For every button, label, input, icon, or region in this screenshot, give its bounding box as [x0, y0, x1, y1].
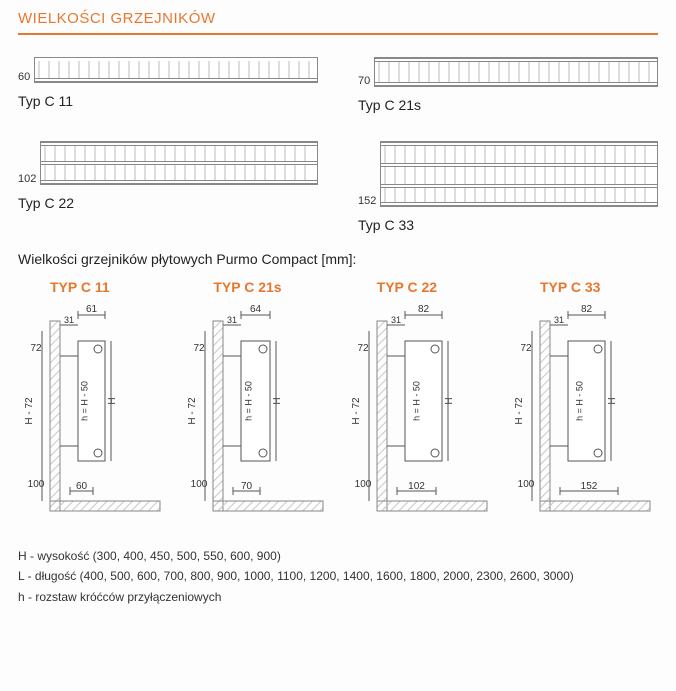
type-label: Typ C 33	[358, 217, 658, 233]
depth-label: 70	[358, 75, 370, 87]
svg-text:h = H - 50: h = H - 50	[80, 381, 90, 421]
legend-h-upper: H - wysokość (300, 400, 450, 500, 550, 6…	[18, 546, 658, 566]
schematic: TYP C 21s 64 3	[181, 279, 331, 536]
legend-h-lower: h - rozstaw króćców przyłączeniowych	[18, 587, 658, 607]
svg-text:H - 72: H - 72	[24, 397, 35, 425]
schematic: TYP C 33 82 31	[508, 279, 658, 536]
type-label: Typ C 22	[18, 195, 318, 211]
schematic-svg: 61 31 72 H - 72 100 h = H - 50 H 60	[18, 301, 168, 531]
svg-text:H - 72: H - 72	[514, 397, 525, 425]
schematic: TYP C 11 61 31	[18, 279, 168, 536]
schematic-title: TYP C 11	[50, 279, 168, 295]
svg-text:72: 72	[30, 343, 42, 354]
schematic: TYP C 22 82 31	[345, 279, 495, 536]
svg-text:70: 70	[241, 481, 253, 492]
legend: H - wysokość (300, 400, 450, 500, 550, 6…	[18, 546, 658, 607]
svg-text:31: 31	[227, 315, 237, 325]
svg-text:61: 61	[86, 304, 98, 315]
svg-text:H: H	[107, 397, 118, 404]
svg-text:h = H - 50: h = H - 50	[411, 381, 421, 421]
cross-section-row-2: 102 Typ C 22 152 Typ C 33	[18, 141, 658, 233]
svg-text:64: 64	[250, 304, 262, 315]
cross-section-c21s: 70 Typ C 21s	[358, 57, 658, 113]
depth-label: 60	[18, 71, 30, 83]
svg-text:60: 60	[76, 481, 88, 492]
svg-text:102: 102	[408, 481, 425, 492]
svg-text:82: 82	[418, 304, 430, 315]
svg-text:31: 31	[554, 315, 564, 325]
svg-text:H - 72: H - 72	[187, 397, 198, 425]
type-label: Typ C 21s	[358, 97, 658, 113]
svg-text:H - 72: H - 72	[351, 397, 362, 425]
svg-text:72: 72	[520, 343, 532, 354]
schematic-svg: 82 31 72 H - 72 100 h = H - 50 H 102	[345, 301, 495, 531]
svg-text:h = H - 50: h = H - 50	[244, 381, 254, 421]
svg-text:H: H	[272, 397, 283, 404]
type-label: Typ C 11	[18, 93, 318, 109]
schematic-title: TYP C 33	[540, 279, 658, 295]
cross-section-c22: 102 Typ C 22	[18, 141, 318, 233]
schematic-title: TYP C 21s	[213, 279, 331, 295]
cross-section-row-1: 60 Typ C 11 70 Typ C 21s	[18, 57, 658, 113]
depth-label: 102	[18, 173, 36, 185]
svg-text:31: 31	[391, 315, 401, 325]
legend-l: L - długość (400, 500, 600, 700, 800, 90…	[18, 566, 658, 586]
svg-text:h = H - 50: h = H - 50	[574, 381, 584, 421]
svg-text:H: H	[607, 397, 618, 404]
svg-text:82: 82	[581, 304, 593, 315]
cross-section-c11: 60 Typ C 11	[18, 57, 318, 113]
schematics-row: TYP C 11 61 31	[18, 279, 658, 536]
svg-text:H: H	[444, 397, 455, 404]
depth-label: 152	[358, 195, 376, 207]
section-title: WIELKOŚCI GRZEJNIKÓW	[18, 10, 658, 35]
svg-text:72: 72	[194, 343, 206, 354]
svg-text:72: 72	[357, 343, 369, 354]
svg-text:152: 152	[581, 481, 598, 492]
schematic-title: TYP C 22	[377, 279, 495, 295]
svg-text:31: 31	[64, 315, 74, 325]
sub-title: Wielkości grzejników płytowych Purmo Com…	[18, 251, 658, 267]
schematic-svg: 82 31 72 H - 72 100 h = H - 50 H 152	[508, 301, 658, 531]
cross-section-c33: 152 Typ C 33	[358, 141, 658, 233]
schematic-svg: 64 31 72 H - 72 100 h = H - 50 H 70	[181, 301, 331, 531]
